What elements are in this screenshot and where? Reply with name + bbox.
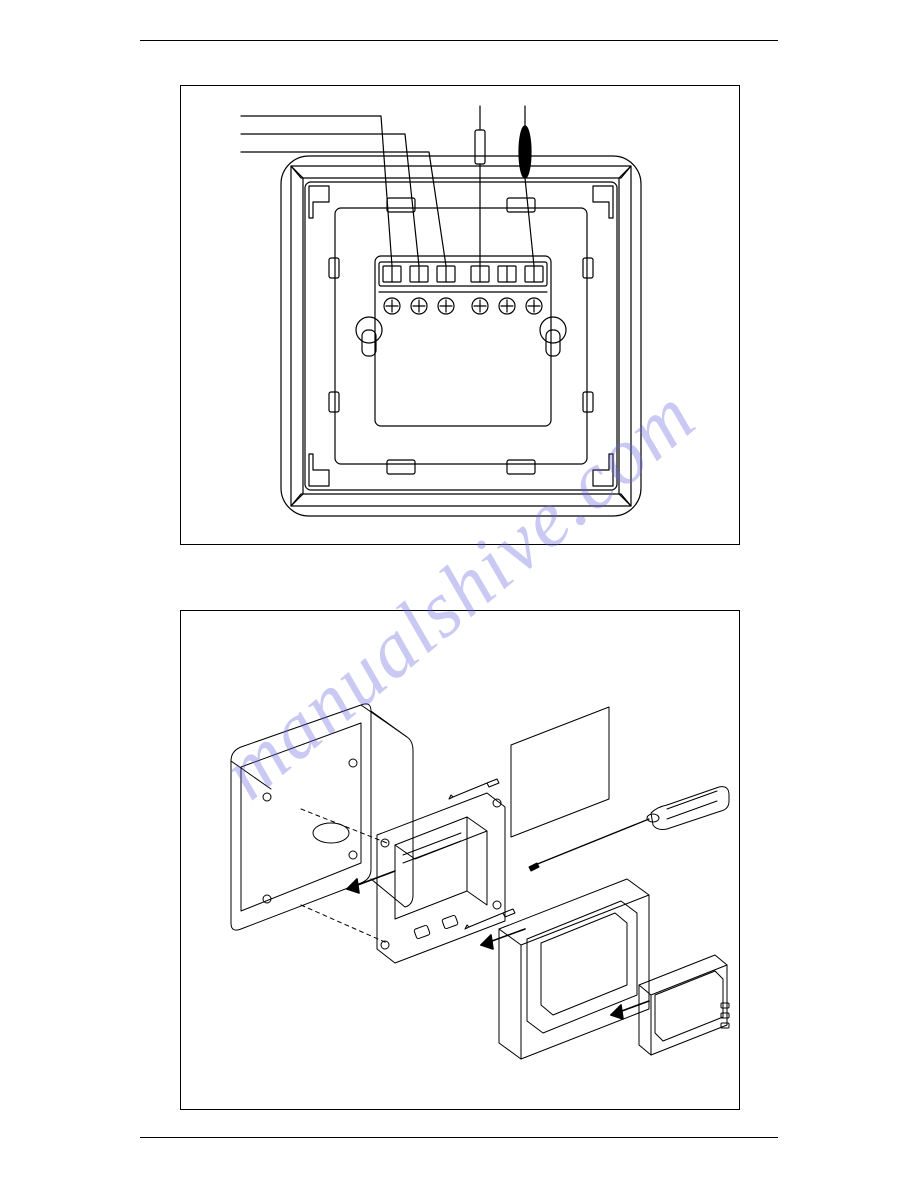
module (377, 793, 505, 963)
top-rule (140, 40, 778, 41)
bottom-rule (140, 1137, 778, 1138)
figure-wiring-diagram (180, 85, 740, 545)
screwdriver (529, 787, 729, 871)
assembly-svg (181, 611, 741, 1111)
frame (499, 879, 649, 1059)
wall-surface (511, 707, 609, 837)
manual-page: manualshive.com (0, 0, 918, 1188)
wall-box (231, 704, 413, 930)
arrows (347, 871, 649, 1019)
wiring-svg (181, 86, 741, 546)
display-module (639, 955, 729, 1055)
figure-assembly-diagram (180, 610, 740, 1110)
